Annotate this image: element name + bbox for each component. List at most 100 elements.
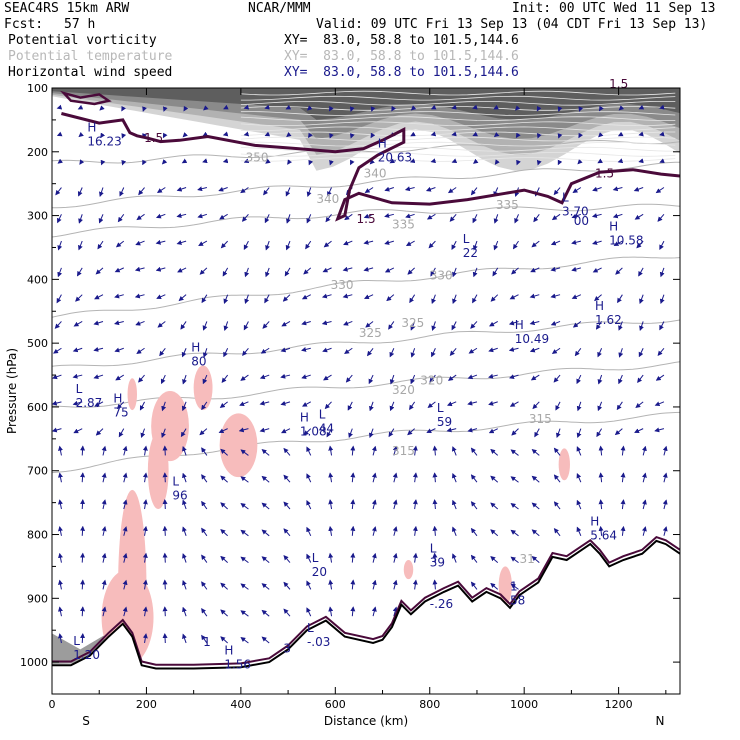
valid-time: Valid: 09 UTC Fri 13 Sep 13 (04 CDT Fri …: [316, 17, 708, 32]
wind-vector: [662, 499, 668, 510]
wind-vector: [222, 158, 229, 164]
wind-vector: [594, 294, 602, 302]
wind-vector: [162, 445, 168, 456]
wind-vector: [614, 428, 623, 436]
wind-vector: [328, 499, 334, 510]
wind-vector: [240, 374, 249, 381]
wind-vector: [176, 213, 187, 218]
wind-vector: [618, 321, 623, 331]
wind-vector: [114, 347, 124, 353]
hl-letter: L: [437, 401, 444, 415]
wind-vector: [73, 321, 83, 327]
wind-vector: [178, 294, 187, 302]
wind-vector: [405, 213, 415, 219]
wind-vector: [432, 579, 438, 590]
wind-vector: [369, 401, 374, 412]
wind-vector: [161, 401, 167, 412]
wind-vector: [407, 267, 415, 275]
wind-vector: [388, 321, 395, 330]
y-tick-label: 700: [27, 465, 48, 478]
wind-vector: [412, 525, 418, 536]
wind-vector: [287, 159, 293, 165]
wind-vector: [122, 526, 128, 536]
wind-vector: [371, 552, 377, 563]
wind-vector: [306, 580, 312, 590]
wind-vector: [472, 214, 478, 224]
wind-vector: [142, 606, 148, 617]
hl-letter: H: [590, 515, 599, 529]
wind-vector: [202, 158, 208, 164]
wind-vector: [512, 240, 519, 250]
wind-vector: [451, 446, 457, 456]
wind-vector: [597, 348, 603, 358]
hl-value: 75: [113, 406, 128, 420]
wind-vector: [243, 321, 249, 331]
wind-vector: [620, 499, 626, 510]
wind-vector: [240, 583, 249, 590]
wind-vector: [531, 529, 540, 537]
wind-vector: [596, 428, 603, 438]
wind-vector: [240, 476, 249, 483]
wind-vector: [536, 159, 542, 166]
wind-vector: [412, 499, 418, 510]
wind-vector: [240, 610, 249, 617]
field-theta-xy: XY= 83.0, 58.8 to 101.5,144.6: [284, 49, 519, 64]
wind-vector: [612, 213, 623, 219]
theta-upper-1: [240, 95, 676, 101]
wind-vector: [514, 214, 519, 224]
wind-vector: [58, 472, 63, 483]
wind-vector: [451, 553, 457, 563]
wind-vector: [409, 401, 416, 411]
wind-vector: [576, 401, 582, 412]
wind-vector: [488, 400, 498, 406]
model-title: SEAC4RS 15km ARW: [4, 1, 130, 16]
wind-vector: [161, 428, 166, 439]
hl-letter: L: [430, 541, 437, 555]
wind-vector: [57, 214, 62, 224]
wind-vector: [183, 105, 189, 112]
wind-vector: [641, 445, 647, 456]
wind-vector: [264, 294, 270, 304]
pv-contour: [59, 90, 680, 222]
wind-vector: [283, 528, 291, 537]
wind-vector: [349, 133, 355, 139]
wind-vector: [115, 240, 125, 248]
wind-vector: [261, 475, 270, 483]
wind-vector: [264, 131, 271, 137]
wind-vector: [659, 267, 665, 278]
wind-vector: [142, 499, 148, 510]
wind-vector: [343, 240, 353, 246]
hl-letter: L: [76, 382, 83, 396]
wind-vector: [553, 528, 561, 537]
wind-vector: [122, 472, 128, 483]
wind-vector: [57, 267, 63, 278]
wind-vector: [223, 104, 229, 110]
wind-vector: [592, 186, 602, 192]
wind-vector: [261, 556, 270, 563]
wind-vector: [77, 104, 84, 110]
wind-vector: [327, 187, 332, 197]
wind-vector: [662, 472, 668, 483]
hl-value: 1.08: [300, 425, 327, 439]
wind-vector: [93, 320, 104, 326]
wind-vector: [280, 373, 291, 379]
wind-vector: [639, 294, 644, 305]
wind-vector: [384, 267, 395, 273]
wind-vector: [412, 552, 418, 563]
wind-vector: [553, 447, 561, 456]
wind-vector: [371, 445, 377, 456]
wind-vector: [221, 374, 229, 383]
wind-vector: [80, 579, 86, 590]
wind-vector: [240, 187, 249, 194]
wind-vector: [301, 374, 311, 380]
wind-vector: [97, 240, 104, 250]
wind-vector: [182, 374, 187, 385]
wind-vector: [138, 374, 145, 383]
wind-vector: [220, 529, 228, 537]
wind-vector: [201, 474, 208, 483]
wind-vector: [371, 606, 377, 617]
wind-vector: [308, 132, 313, 139]
wind-vector: [530, 267, 540, 273]
wind-vector: [201, 554, 208, 563]
wind-vector: [197, 213, 208, 219]
